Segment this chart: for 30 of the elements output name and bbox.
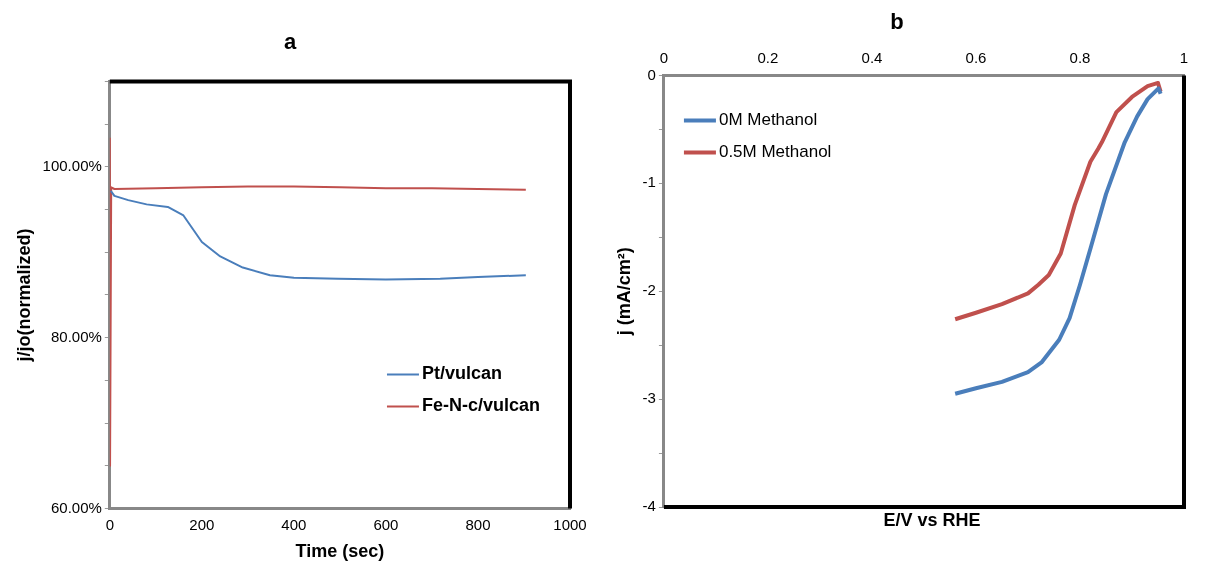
legend-label: Fe-N-c/vulcan bbox=[421, 395, 540, 416]
y-tick-label: 80.00% bbox=[50, 327, 102, 345]
x-tick-label: 0.2 bbox=[757, 48, 779, 66]
y-axis-title: j (mA/cm²) bbox=[613, 247, 634, 337]
y-tick-label: -3 bbox=[642, 389, 656, 407]
y-tick-label: -1 bbox=[642, 173, 656, 191]
y-axis-title: j/jo(normalized) bbox=[13, 228, 34, 363]
x-axis-title: E/V vs RHE bbox=[882, 510, 982, 531]
x-tick-label: 1000 bbox=[553, 515, 587, 533]
x-axis-title: Time (sec) bbox=[295, 541, 385, 562]
y-tick-label: -2 bbox=[642, 281, 656, 299]
legend-label: 0M Methanol bbox=[718, 110, 818, 130]
legend-label: Pt/vulcan bbox=[421, 363, 502, 384]
x-tick-label: 0.6 bbox=[965, 48, 987, 66]
x-tick-label: 600 bbox=[373, 515, 399, 533]
x-tick-label: 0.8 bbox=[1069, 48, 1091, 66]
legend-label: 0.5M Methanol bbox=[718, 142, 832, 162]
chart-title: b bbox=[890, 9, 904, 35]
x-tick-label: 0 bbox=[105, 515, 114, 533]
x-tick-label: 1 bbox=[1179, 48, 1189, 66]
chart-title: a bbox=[283, 29, 297, 55]
x-tick-label: 800 bbox=[465, 515, 491, 533]
x-tick-label: 0.4 bbox=[861, 48, 883, 66]
y-tick-label: 0 bbox=[647, 65, 656, 83]
x-tick-label: 0 bbox=[659, 48, 669, 66]
y-tick-label: -4 bbox=[642, 497, 656, 515]
y-tick-label: 100.00% bbox=[42, 156, 102, 174]
x-tick-label: 400 bbox=[281, 515, 307, 533]
y-tick-label: 60.00% bbox=[50, 498, 102, 516]
x-tick-label: 200 bbox=[189, 515, 215, 533]
